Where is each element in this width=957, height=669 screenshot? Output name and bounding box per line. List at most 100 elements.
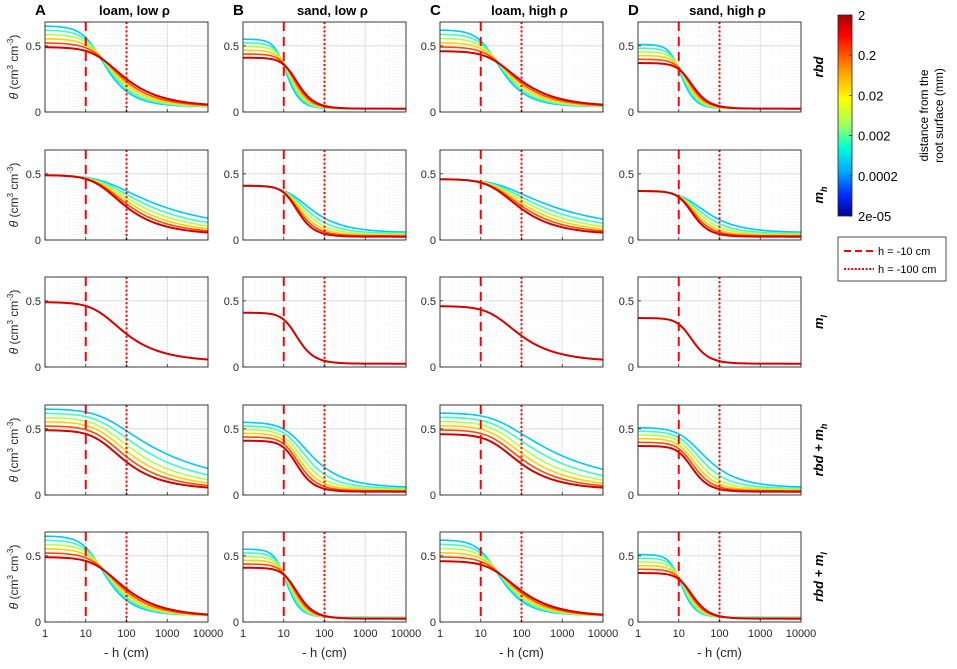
y-tick-label: 0 — [35, 490, 41, 502]
y-tick-label: 0.5 — [421, 551, 436, 563]
y-tick-label: 0 — [233, 362, 239, 374]
panel-b-row-5: 0 0.5 1 10 100 1000 10000 - h (cm) — [224, 531, 421, 660]
curve-distance-0-002-mm — [45, 416, 208, 481]
legend-box — [837, 236, 947, 282]
curve-distance-2-mm — [440, 178, 603, 234]
panel-a-row-5: 0 0.5 1 10 100 1000 10000 - h (cm) θ (cm3 cm-3) — [6, 531, 223, 660]
panel-a-row-1: 0 0.5 θ (cm3 cm-3) A loam, low ρ — [6, 2, 209, 119]
y-tick-label: 0 — [430, 362, 436, 374]
y-tick-label: 0.5 — [26, 296, 41, 308]
curve-distance-2e-05-mm — [440, 412, 603, 471]
y-axis-label: θ (cm3 cm-3) — [6, 163, 21, 228]
curve-distance-0-02-mm — [243, 432, 406, 491]
x-axis-label: - h (cm) — [697, 645, 742, 660]
curve-distance-0-02-mm — [638, 437, 801, 491]
panel-c-row-1: 0 0.5 C loam, high ρ — [421, 2, 604, 119]
y-tick-label: 0.5 — [224, 169, 239, 181]
colorbar-tick-label: 0.002 — [858, 129, 891, 144]
x-tick-label: 1 — [240, 628, 246, 640]
panel-d-row-1: 0 0.5 D sand, high ρ rbd — [619, 2, 826, 119]
x-tick-label: 10 — [80, 628, 92, 640]
y-tick-label: 0 — [35, 362, 41, 374]
curve-distance-2-mm — [243, 566, 406, 620]
y-axis-label: θ (cm3 cm-3) — [6, 35, 21, 100]
curve-distance-0-2-mm — [440, 46, 603, 107]
panel-c-row-5: 0 0.5 1 10 100 1000 10000 - h (cm) — [421, 531, 619, 660]
y-tick-label: 0.5 — [619, 424, 634, 436]
curve-distance-2-mm — [243, 311, 406, 365]
colorbar-tick-label: 0.02 — [858, 88, 883, 103]
curve-distance-2-mm — [440, 50, 603, 106]
curve-distance-0-002-mm — [243, 428, 406, 491]
curve-distance-0-0002-mm — [638, 430, 801, 490]
panel-d-row-5: 0 0.5 1 10 100 1000 10000 - h (cm) rbd + ml — [619, 531, 829, 660]
curve-distance-2-mm — [45, 556, 208, 616]
y-tick-label: 0 — [233, 107, 239, 119]
y-tick-label: 0 — [430, 617, 436, 629]
colorbar-label: distance from theroot surface (mm) — [917, 68, 946, 163]
curve-group — [45, 301, 208, 361]
curve-distance-2-mm — [45, 174, 208, 234]
row-label: mh — [811, 186, 829, 204]
row-label: rbd + mh — [811, 423, 829, 476]
panel-d-row-3: 0 0.5 ml — [619, 276, 829, 374]
curve-distance-2e-05-mm — [243, 421, 406, 488]
curve-distance-0-0002-mm — [243, 425, 406, 490]
x-tick-label: 10000 — [588, 628, 619, 640]
y-tick-label: 0.5 — [619, 41, 634, 53]
curve-distance-2-mm — [45, 429, 208, 489]
x-tick-label: 100 — [117, 628, 135, 640]
curve-distance-0-0002-mm — [45, 412, 208, 476]
curve-group — [45, 25, 208, 108]
panel-a-row-3: 0 0.5 θ (cm3 cm-3) — [6, 276, 209, 374]
panel-b-row-4: 00.5 — [224, 404, 407, 502]
colorbar-tick-label: 2 — [858, 8, 865, 23]
panel-a-row-4: 0 0.5 θ (cm3 cm-3) — [6, 404, 209, 502]
y-tick-label: 0 — [233, 617, 239, 629]
legend: h = -10 cm h = -100 cm — [837, 236, 947, 282]
curve-distance-0-02-mm — [45, 548, 208, 617]
panel-letter: B — [233, 2, 244, 19]
x-tick-label: 100 — [710, 628, 728, 640]
curve-distance-0-2-mm — [440, 556, 603, 616]
x-tick-label: 1000 — [748, 628, 772, 640]
x-tick-label: 1 — [635, 628, 641, 640]
y-tick-label: 0 — [430, 490, 436, 502]
curve-distance-2-mm — [440, 560, 603, 616]
curve-distance-0-0002-mm — [440, 416, 603, 477]
panel-title: sand, high ρ — [689, 3, 766, 18]
y-tick-label: 0 — [628, 235, 634, 247]
row-label: rbd — [811, 55, 826, 77]
panel-b-row-2: 00.5 — [224, 149, 407, 247]
y-tick-label: 0 — [35, 107, 41, 119]
curve-group — [243, 311, 406, 365]
curve-distance-2-mm — [440, 305, 603, 361]
y-tick-label: 0.5 — [421, 296, 436, 308]
x-tick-label: 1000 — [353, 628, 377, 640]
curve-distance-2-mm — [440, 433, 603, 489]
legend-label: h = -10 cm — [878, 246, 930, 258]
row-label: ml — [811, 314, 829, 329]
y-tick-label: 0 — [430, 235, 436, 247]
y-tick-label: 0.5 — [619, 551, 634, 563]
panel-c-row-2: 00.5 — [421, 149, 604, 247]
panel-a-row-2: 0 0.5 θ (cm3 cm-3) — [6, 149, 209, 247]
panel-c-row-4: 00.5 — [421, 404, 604, 502]
panel-letter: D — [628, 2, 639, 19]
y-tick-label: 0 — [35, 235, 41, 247]
x-axis-label: - h (cm) — [104, 645, 149, 660]
y-tick-label: 0 — [628, 362, 634, 374]
y-axis-label: θ (cm3 cm-3) — [6, 418, 21, 483]
x-tick-label: 1 — [437, 628, 443, 640]
y-tick-label: 0 — [628, 617, 634, 629]
curve-distance-2-mm — [243, 56, 406, 110]
legend-label: h = -100 cm — [878, 264, 936, 276]
y-axis-label: θ (cm3 cm-3) — [6, 290, 21, 355]
curve-distance-2-mm — [45, 46, 208, 106]
x-tick-label: 10 — [475, 628, 487, 640]
x-tick-label: 10 — [673, 628, 685, 640]
y-tick-label: 0.5 — [26, 41, 41, 53]
x-tick-label: 10000 — [786, 628, 817, 640]
panel-title: loam, high ρ — [491, 3, 568, 18]
